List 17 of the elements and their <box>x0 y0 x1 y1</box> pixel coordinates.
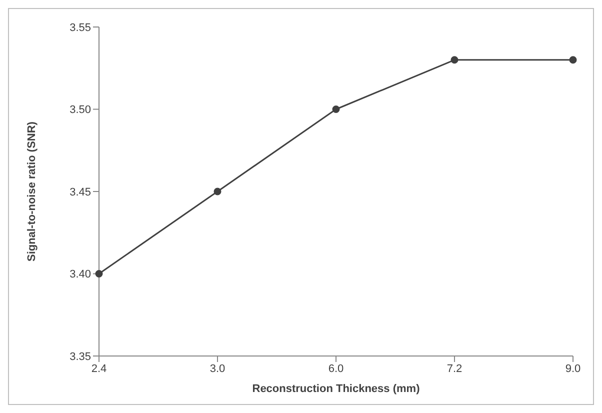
y-axis-title: Signal-to-noise ratio (SNR) <box>26 121 38 262</box>
y-tick-label: 3.40 <box>70 268 91 281</box>
y-tick-label: 3.35 <box>70 350 91 363</box>
point <box>450 56 458 64</box>
point <box>214 188 222 196</box>
x-tick-label: 9.0 <box>565 362 581 375</box>
y-tick-label: 3.55 <box>70 22 91 34</box>
point <box>95 270 103 278</box>
x-tick-label: 7.2 <box>446 362 462 375</box>
point <box>569 56 577 64</box>
point <box>332 106 340 113</box>
y-tick-label: 3.45 <box>70 186 91 198</box>
x-axis-title: Reconstruction Thickness (mm) <box>252 383 420 395</box>
x-tick-label: 6.0 <box>328 362 344 375</box>
x-tick-label: 2.4 <box>91 362 107 375</box>
x-tick-label: 3.0 <box>210 362 226 375</box>
y-tick-label: 3.50 <box>70 104 91 116</box>
